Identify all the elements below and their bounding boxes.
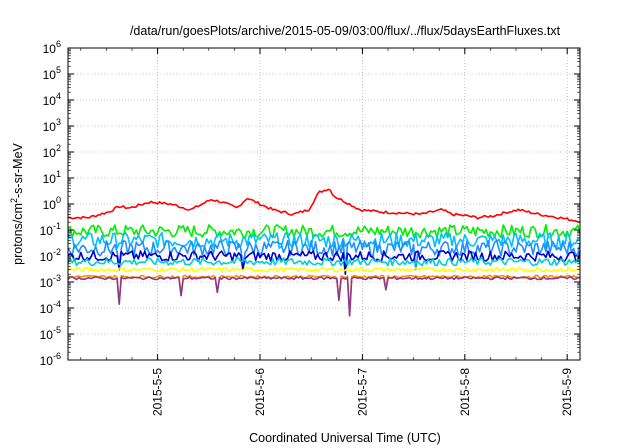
x-tick-label: 2015-5-6	[253, 368, 267, 416]
series-line-2	[67, 231, 581, 249]
series-line-6	[67, 266, 581, 273]
series-line-0	[67, 188, 581, 223]
y-tick-label: 104	[43, 91, 61, 108]
y-tick-label: 102	[43, 143, 61, 160]
series-line-7	[67, 274, 581, 317]
y-tick-label: 100	[43, 195, 61, 212]
y-tick-label: 10-2	[40, 247, 61, 264]
series-layer	[67, 188, 581, 317]
series-line-5	[67, 257, 581, 267]
y-axis-label: protons/cm2-s-sr-MeV	[9, 142, 25, 264]
chart-title: /data/run/goesPlots/archive/2015-05-09/0…	[130, 24, 561, 38]
y-axis-label-base: protons/cm	[11, 203, 25, 265]
y-tick-label: 10-6	[40, 351, 61, 368]
y-axis: 10-6 10-5 10-4 10-3 10-2 10-1 100 101 102 103 104 1…	[40, 39, 580, 368]
y-axis-label-rest: -s-sr-MeV	[11, 142, 25, 198]
x-tick-label: 2015-5-8	[458, 368, 472, 416]
x-tick-label: 2015-5-7	[355, 368, 369, 416]
y-tick-label: 10-3	[40, 273, 61, 290]
series-line-8	[67, 276, 581, 317]
y-tick-label: 103	[43, 117, 61, 134]
y-tick-label: 10-1	[40, 221, 61, 238]
x-tick-label: 2015-5-5	[151, 368, 165, 416]
x-tick-label: 2015-5-9	[560, 368, 574, 416]
x-axis-label: Coordinated Universal Time (UTC)	[249, 431, 441, 445]
series-line-4	[67, 250, 581, 276]
y-tick-label: 10-4	[40, 299, 61, 316]
y-tick-label: 106	[43, 39, 61, 56]
y-tick-label: 10-5	[40, 325, 61, 342]
y-tick-label: 105	[43, 65, 61, 82]
series-line-3	[67, 239, 581, 271]
x-axis: 2015-5-5 2015-5-6 2015-5-7 2015-5-8 2015-5-9	[80, 48, 574, 416]
y-axis-label-sup: 2	[9, 198, 19, 203]
y-tick-label: 101	[43, 169, 61, 186]
